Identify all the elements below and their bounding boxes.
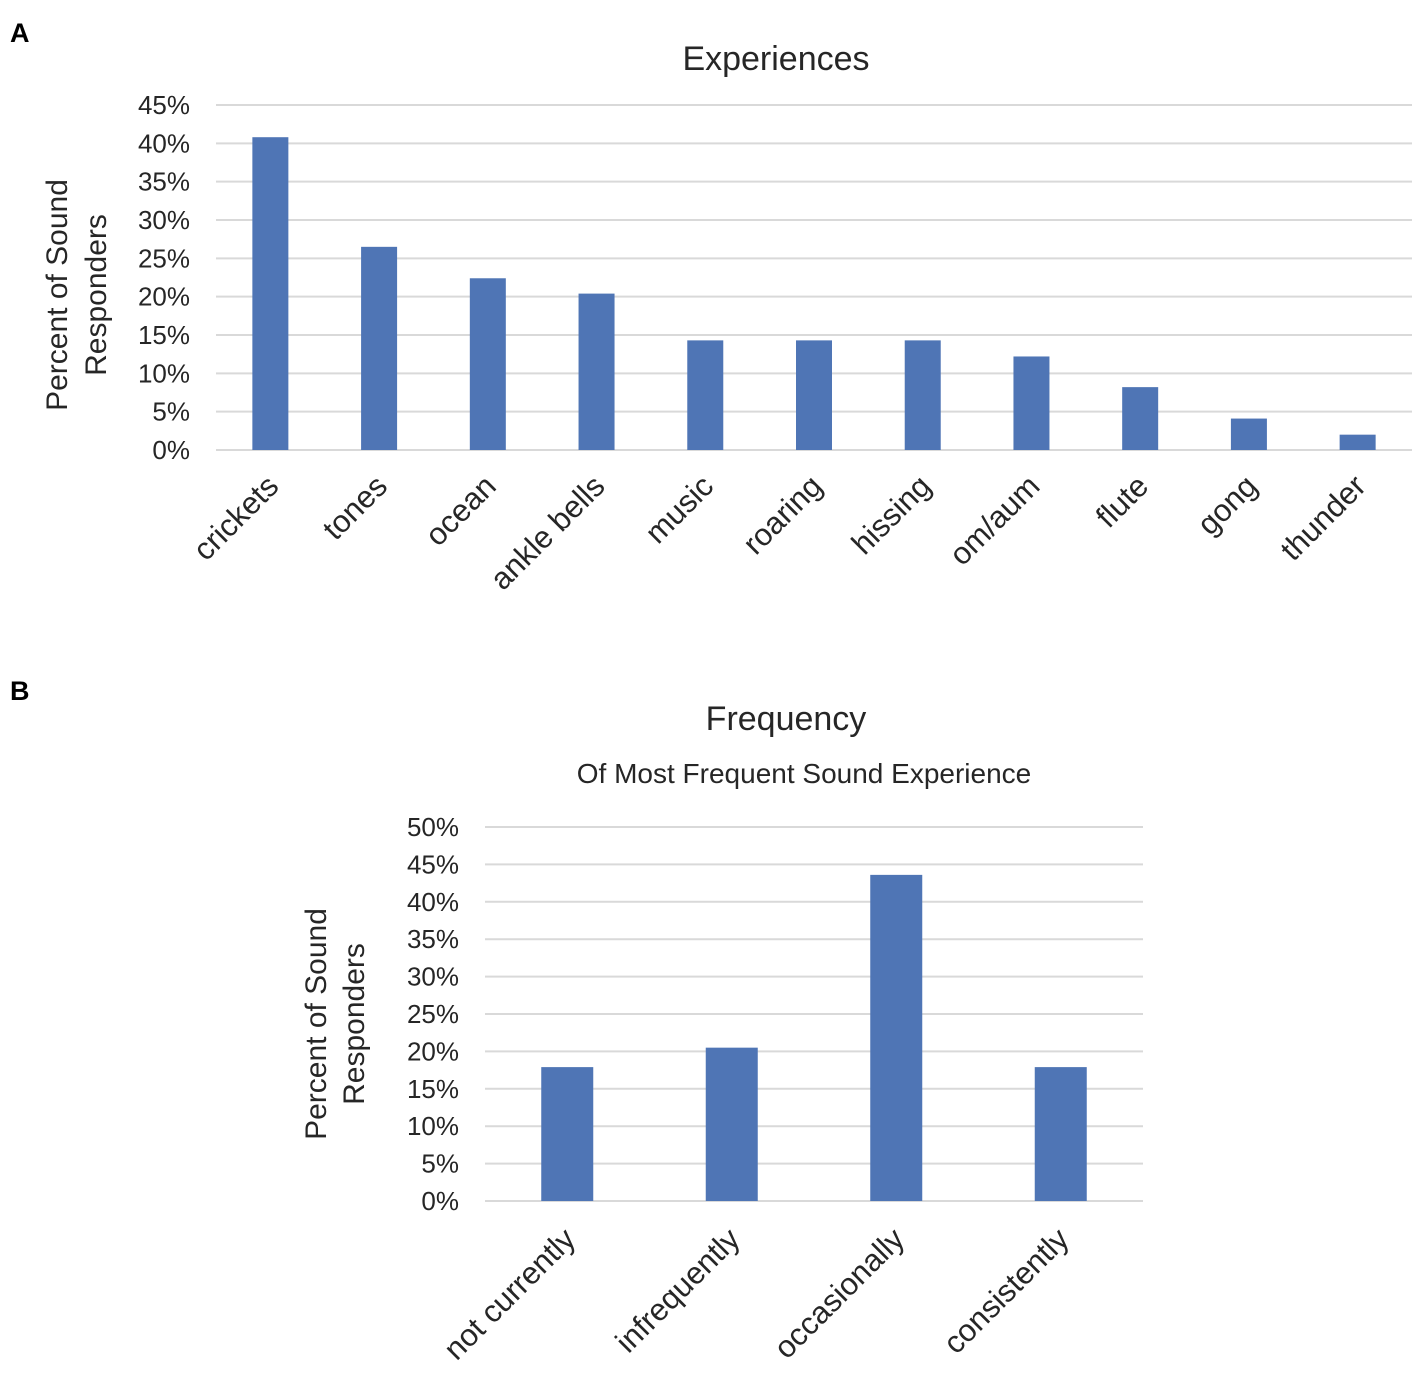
chart-a-ylabel-line2: Responders xyxy=(80,214,113,376)
chart-b-bars xyxy=(541,874,1087,1201)
chart-a-bars xyxy=(252,137,1376,450)
chart-b-bar xyxy=(870,874,923,1201)
chart-a-y-tick-label: 30% xyxy=(138,205,190,235)
chart-b-y-tick-label: 10% xyxy=(407,1111,459,1141)
chart-b-y-tick-label: 45% xyxy=(407,849,459,879)
chart-b-y-tick-label: 30% xyxy=(407,962,459,992)
chart-a-category-label: flute xyxy=(1089,468,1155,534)
chart-a-category-label: roaring xyxy=(736,468,829,561)
chart-a-category-label: hissing xyxy=(845,468,938,561)
chart-a-y-tick-label: 15% xyxy=(138,320,190,350)
chart-a-y-tick-label: 35% xyxy=(138,167,190,197)
chart-b-y-tick-label: 40% xyxy=(407,887,459,917)
chart-a-bar xyxy=(469,278,506,450)
chart-a-bar xyxy=(1013,356,1050,450)
chart-a-bar xyxy=(687,340,724,450)
chart-b-bar xyxy=(541,1067,594,1201)
chart-b-y-tick-label: 0% xyxy=(421,1186,459,1216)
chart-a-category-label: tones xyxy=(316,468,394,546)
chart-a-category-label: ankle bells xyxy=(483,468,611,596)
chart-a-category-label: thunder xyxy=(1273,468,1372,567)
chart-a-bar xyxy=(1122,387,1159,450)
chart-b-y-tick-label: 15% xyxy=(407,1074,459,1104)
panel-label-a: A xyxy=(10,18,30,48)
chart-a-y-tick-label: 40% xyxy=(138,128,190,158)
chart-a-category-label: ocean xyxy=(418,468,502,552)
chart-b-gridlines xyxy=(485,826,1143,1202)
chart-b-categories: not currently infrequently occasionally con… xyxy=(437,1221,1076,1367)
chart-a-bar xyxy=(1230,418,1267,450)
chart-b: B Frequency Of Most Frequent Sound Exper… xyxy=(10,676,1143,1367)
chart-a-y-ticks: 0% 5% 10% 15% 20% 25% 30% 35% 40% 45% xyxy=(138,90,190,465)
chart-b-ylabel-line2: Responders xyxy=(338,943,371,1105)
chart-b-bar xyxy=(705,1047,758,1201)
chart-b-y-tick-label: 50% xyxy=(407,812,459,842)
chart-a-category-label: music xyxy=(638,468,720,550)
chart-b-title: Frequency xyxy=(706,700,867,738)
chart-a-bar xyxy=(1339,434,1376,450)
chart-b-y-tick-label: 25% xyxy=(407,999,459,1029)
chart-b-subtitle: Of Most Frequent Sound Experience xyxy=(577,758,1031,789)
chart-b-y-tick-label: 5% xyxy=(421,1149,459,1179)
chart-a-bar xyxy=(578,293,615,450)
chart-a-title: Experiences xyxy=(682,40,869,78)
chart-a-y-tick-label: 20% xyxy=(138,282,190,312)
chart-a-category-label: crickets xyxy=(186,468,285,567)
chart-a-y-tick-label: 5% xyxy=(152,397,190,427)
chart-b-category-label: infrequently xyxy=(609,1221,747,1359)
chart-b-ylabel-line1: Percent of Sound xyxy=(300,908,333,1140)
chart-a-y-tick-label: 45% xyxy=(138,90,190,120)
chart-a-bar xyxy=(361,246,398,450)
chart-a: A Experiences Percent of Sound Responder… xyxy=(10,18,1412,597)
chart-a-category-label: om/aum xyxy=(942,468,1046,572)
chart-b-y-tick-label: 35% xyxy=(407,924,459,954)
chart-a-y-tick-label: 25% xyxy=(138,243,190,273)
chart-b-bar xyxy=(1034,1067,1087,1201)
chart-a-bar xyxy=(904,340,941,450)
chart-b-category-label: consistently xyxy=(936,1221,1076,1361)
chart-a-y-tick-label: 0% xyxy=(152,435,190,465)
chart-a-ylabel-line1: Percent of Sound xyxy=(41,179,74,411)
chart-b-category-label: occasionally xyxy=(767,1221,912,1366)
chart-a-category-label: gong xyxy=(1190,468,1264,542)
chart-b-y-ticks: 0% 5% 10% 15% 20% 25% 30% 35% 40% 45% 50% xyxy=(407,812,459,1216)
chart-b-category-label: not currently xyxy=(437,1221,583,1367)
panel-label-b: B xyxy=(10,676,30,706)
chart-a-bar xyxy=(252,137,289,450)
chart-a-bar xyxy=(796,340,832,450)
chart-b-y-tick-label: 20% xyxy=(407,1036,459,1066)
chart-a-y-tick-label: 10% xyxy=(138,358,190,388)
chart-a-gridlines xyxy=(216,104,1412,451)
